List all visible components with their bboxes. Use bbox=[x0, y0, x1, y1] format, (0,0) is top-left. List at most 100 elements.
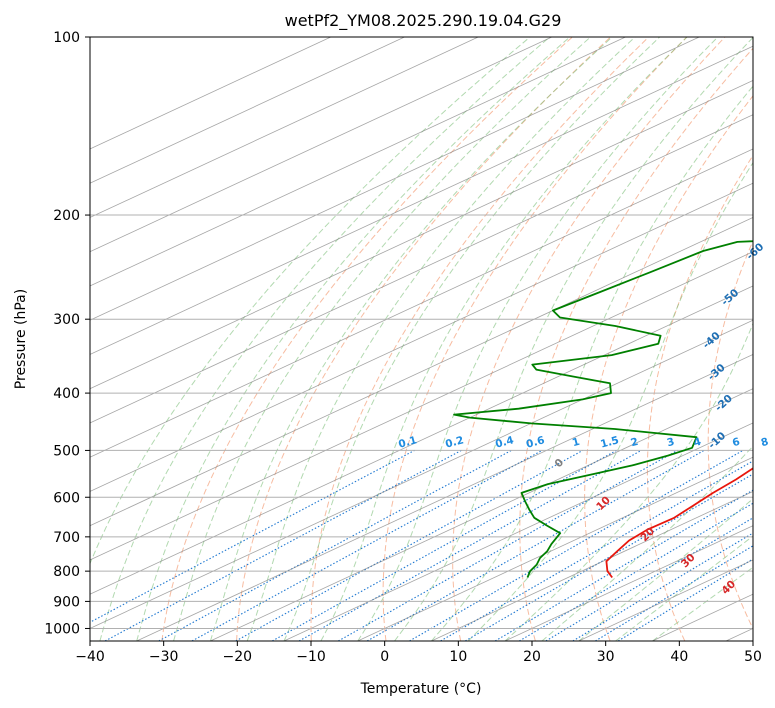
background-lines bbox=[90, 37, 775, 641]
isotherm-label: -30 bbox=[706, 362, 728, 384]
isotherm-label: -40 bbox=[701, 330, 723, 352]
x-tick-label: 50 bbox=[744, 649, 762, 665]
isotherm-line bbox=[90, 217, 753, 527]
isotherm-label: -50 bbox=[719, 287, 741, 309]
mixing-ratio-label: 0.1 bbox=[397, 434, 418, 450]
dry-adiabat-line bbox=[707, 239, 753, 630]
mixing-ratio-label: 4 bbox=[692, 436, 702, 449]
mixing-ratio-label: 1 bbox=[571, 436, 581, 449]
mixing-ratio-line bbox=[595, 545, 753, 641]
isotherm-line bbox=[90, 182, 753, 492]
moist-adiabat-line bbox=[136, 37, 571, 641]
mixing-ratio-line bbox=[465, 473, 753, 641]
moist-adiabat-line bbox=[357, 37, 719, 641]
isotherm-line bbox=[90, 148, 753, 458]
dry-adiabat-label: 20 bbox=[638, 525, 657, 544]
isotherm-line bbox=[431, 491, 753, 641]
isotherm-line bbox=[90, 37, 331, 150]
y-tick-label: 300 bbox=[53, 312, 80, 328]
moist-adiabat-line bbox=[320, 37, 688, 641]
x-tick-label: −20 bbox=[223, 649, 253, 665]
isotherm-line bbox=[357, 456, 753, 641]
moist-adiabat-line bbox=[467, 161, 753, 641]
mixing-ratio-line bbox=[298, 449, 642, 641]
x-tick-label: 0 bbox=[380, 649, 389, 665]
mixing-ratio-line bbox=[617, 558, 753, 641]
isotherm-label: -20 bbox=[713, 392, 735, 414]
moist-adiabat-line bbox=[541, 445, 753, 641]
mixing-ratio-line bbox=[519, 502, 753, 641]
isotherm-line bbox=[90, 37, 700, 321]
isotherm-line bbox=[90, 319, 753, 629]
dry-adiabat-line bbox=[382, 37, 688, 641]
moist-adiabat-line bbox=[578, 498, 753, 641]
y-axis: 1000 900 800 700 600 500 400 300 200 100 bbox=[44, 30, 90, 637]
mixing-ratio-label: 3 bbox=[666, 436, 676, 449]
x-tick-label: −10 bbox=[296, 649, 326, 665]
isotherm-label: -60 bbox=[744, 241, 766, 263]
dry-adiabat-line bbox=[767, 37, 775, 641]
y-tick-label: 100 bbox=[53, 30, 80, 46]
mixing-ratio-label: 6 bbox=[731, 436, 741, 449]
x-axis-label: Temperature (°C) bbox=[360, 681, 482, 697]
mixing-ratio-label: 0.4 bbox=[494, 434, 515, 450]
profile-lines bbox=[453, 240, 753, 579]
moist-adiabat-line bbox=[173, 37, 591, 641]
dry-adiabat-line bbox=[584, 95, 753, 641]
isotherm-line bbox=[90, 37, 552, 253]
y-tick-label: 700 bbox=[53, 530, 80, 546]
mixing-ratio-line bbox=[235, 449, 584, 641]
plot-frame bbox=[89, 36, 754, 642]
mixing-ratio-label: 0.6 bbox=[525, 434, 546, 450]
y-tick-label: 200 bbox=[53, 208, 80, 224]
x-tick-label: 10 bbox=[449, 649, 467, 665]
dry-adiabat-label: 30 bbox=[679, 551, 698, 570]
isotherm-line bbox=[90, 80, 753, 390]
y-axis-label: Pressure (hPa) bbox=[13, 289, 29, 389]
moist-adiabat-line bbox=[209, 37, 613, 641]
y-tick-label: 600 bbox=[53, 490, 80, 506]
y-tick-label: 800 bbox=[53, 564, 80, 580]
temperature-line bbox=[605, 467, 753, 579]
chart-title: wetPf2_YM08.2025.290.19.04.G29 bbox=[285, 11, 562, 31]
mixing-ratio-label: 8 bbox=[760, 436, 770, 449]
moist-adiabat-line bbox=[90, 37, 531, 565]
mixing-ratio-line bbox=[338, 449, 678, 641]
dry-adiabat-line bbox=[161, 37, 573, 641]
dry-adiabat-line bbox=[236, 37, 611, 641]
mixing-ratio-label: 1.5 bbox=[599, 434, 620, 450]
mixing-ratio-line bbox=[494, 489, 753, 641]
x-tick-label: 30 bbox=[597, 649, 615, 665]
mixing-ratio-line bbox=[158, 449, 512, 641]
isotherm-line bbox=[90, 37, 626, 287]
dry-adiabat-label: 40 bbox=[719, 578, 738, 597]
isotherm-line bbox=[283, 422, 753, 641]
y-tick-label: 500 bbox=[53, 443, 80, 459]
y-tick-label: 400 bbox=[53, 386, 80, 402]
y-tick-label: 1000 bbox=[44, 621, 80, 637]
isotherm-line bbox=[90, 45, 753, 355]
mixing-ratio-line bbox=[272, 449, 617, 641]
isotherm-line bbox=[90, 114, 753, 424]
isotherm-line bbox=[90, 37, 405, 184]
x-tick-label: −40 bbox=[75, 649, 105, 665]
isotherm-line bbox=[136, 354, 753, 641]
mixing-ratio-line bbox=[90, 449, 415, 623]
isotherm-line bbox=[210, 388, 753, 641]
isotherm-line bbox=[725, 628, 753, 641]
isotherm-line bbox=[90, 251, 753, 561]
isotherm-line bbox=[90, 37, 479, 218]
moist-adiabat-line bbox=[504, 322, 753, 641]
moist-adiabat-line bbox=[394, 37, 753, 641]
x-tick-label: 40 bbox=[670, 649, 688, 665]
isotherm-line bbox=[504, 525, 753, 641]
moist-adiabat-line bbox=[246, 37, 636, 641]
mixing-ratio-line bbox=[572, 532, 753, 641]
mixing-ratio-label: 0.2 bbox=[444, 434, 465, 450]
isotherm-line bbox=[90, 285, 753, 595]
x-tick-label: −30 bbox=[149, 649, 179, 665]
moist-adiabat-line bbox=[283, 37, 661, 641]
dry-adiabat-line bbox=[310, 37, 650, 641]
mixing-ratio-line bbox=[545, 517, 753, 641]
